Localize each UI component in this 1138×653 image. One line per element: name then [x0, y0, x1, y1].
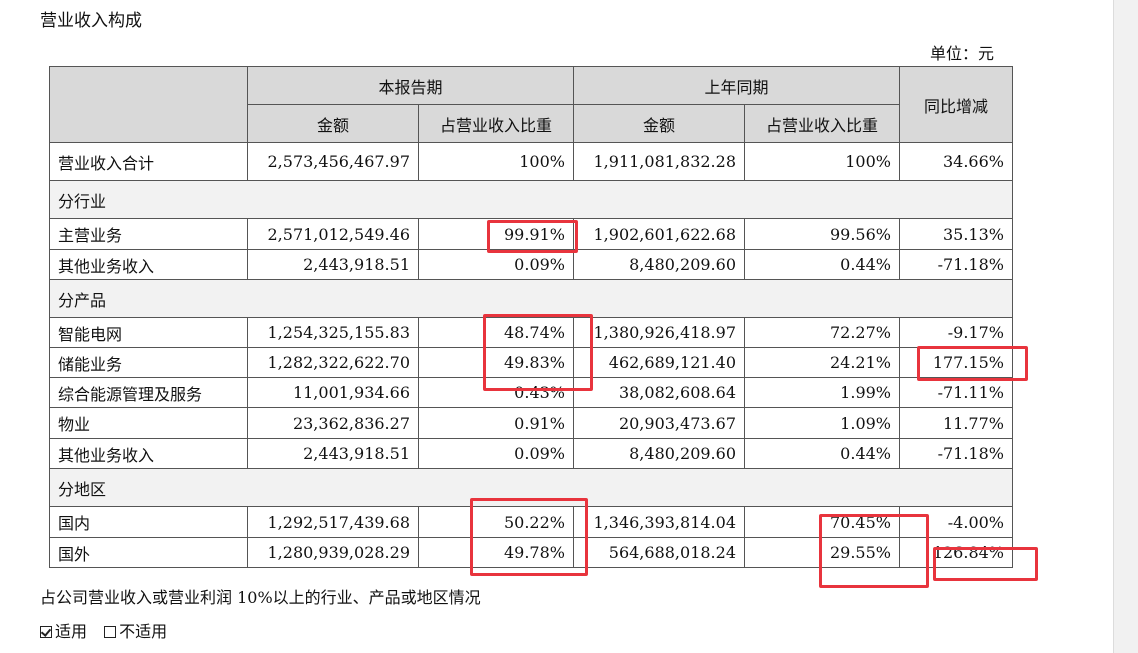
highlight-box [483, 314, 593, 391]
current-amount: 2,443,918.51 [247, 438, 419, 469]
table-row: 国内 1,292,517,439.68 50.22% 1,346,393,814.04… [49, 506, 1013, 538]
current-amount: 1,254,325,155.83 [247, 317, 419, 348]
header-current-period: 本报告期 [247, 66, 574, 105]
yoy-change: -71.11% [899, 377, 1013, 408]
highlight-box [917, 346, 1028, 381]
yoy-change: 126.84% [899, 537, 1013, 568]
revenue-composition-table: 本报告期 上年同期 同比增减 金额 占营业收入比重 金额 占营业收入比重 营业收… [49, 66, 1013, 568]
current-amount: 1,280,939,028.29 [247, 537, 419, 568]
current-ratio: 49.78% [418, 537, 574, 568]
prior-amount: 38,082,608.64 [573, 377, 745, 408]
row-label: 国内 [49, 506, 248, 538]
prior-ratio: 99.56% [744, 218, 900, 250]
prior-ratio: 72.27% [744, 317, 900, 348]
header-blank [49, 66, 248, 143]
row-label: 综合能源管理及服务 [49, 377, 248, 408]
highlight-box [819, 514, 929, 588]
current-ratio: 100% [418, 142, 574, 181]
row-label: 主营业务 [49, 218, 248, 250]
prior-ratio: 24.21% [744, 347, 900, 378]
current-ratio: 49.83% [418, 347, 574, 378]
current-amount: 23,362,836.27 [247, 407, 419, 439]
yoy-change: -71.18% [899, 438, 1013, 469]
table-row-total: 营业收入合计 2,573,456,467.97 100% 1,911,081,832.… [49, 142, 1013, 181]
yoy-change: -9.17% [899, 317, 1013, 348]
prior-amount: 8,480,209.60 [573, 438, 745, 469]
header-amount: 金额 [573, 104, 745, 143]
group-row: 分地区 [49, 468, 1013, 507]
table-row: 智能电网 1,254,325,155.83 48.74% 1,380,926,418.… [49, 317, 1013, 348]
note-text: 占公司营业收入或营业利润 10%以上的行业、产品或地区情况 [40, 588, 481, 607]
highlight-box [470, 498, 588, 576]
prior-amount: 20,903,473.67 [573, 407, 745, 439]
current-ratio: 99.91% [418, 218, 574, 250]
prior-ratio: 1.09% [744, 407, 900, 439]
prior-ratio: 100% [744, 142, 900, 181]
row-label: 营业收入合计 [49, 142, 248, 181]
header-ratio: 占营业收入比重 [744, 104, 900, 143]
not-applicable-label: 不适用 [119, 622, 168, 641]
current-amount: 2,573,456,467.97 [247, 142, 419, 181]
table-row: 其他业务收入 2,443,918.51 0.09% 8,480,209.60 0.44%… [49, 249, 1013, 280]
group-label: 分地区 [49, 468, 1013, 507]
prior-amount: 1,902,601,622.68 [573, 218, 745, 250]
table-row: 综合能源管理及服务 11,001,934.66 0.43% 38,082,608.64… [49, 377, 1013, 408]
row-label: 其他业务收入 [49, 438, 248, 469]
current-amount: 1,282,322,622.70 [247, 347, 419, 378]
current-ratio: 48.74% [418, 317, 574, 348]
group-row: 分产品 [49, 279, 1013, 318]
prior-amount: 1,346,393,814.04 [573, 506, 745, 538]
yoy-change: -4.00% [899, 506, 1013, 538]
unchecked-box-icon [104, 626, 117, 638]
applicable-option[interactable]: 适用 [40, 622, 87, 641]
group-label: 分产品 [49, 279, 1013, 318]
prior-ratio: 0.44% [744, 438, 900, 469]
prior-amount: 1,380,926,418.97 [573, 317, 745, 348]
prior-amount: 462,689,121.40 [573, 347, 745, 378]
header-ratio: 占营业收入比重 [418, 104, 574, 143]
current-amount: 2,443,918.51 [247, 249, 419, 280]
yoy-change: 35.13% [899, 218, 1013, 250]
prior-ratio: 29.55% [744, 537, 900, 568]
unit-label: 单位：元 [930, 44, 995, 63]
page-right-edge [1113, 0, 1138, 653]
prior-ratio: 1.99% [744, 377, 900, 408]
checked-box-icon [40, 626, 52, 638]
table-row: 物业 23,362,836.27 0.91% 20,903,473.67 1.09% 11… [49, 407, 1013, 439]
yoy-change: 34.66% [899, 142, 1013, 181]
row-label: 储能业务 [49, 347, 248, 378]
page-title: 营业收入构成 [40, 11, 142, 31]
row-label: 其他业务收入 [49, 249, 248, 280]
group-row: 分行业 [49, 180, 1013, 219]
table-row: 主营业务 2,571,012,549.46 99.91% 1,902,601,622.… [49, 218, 1013, 250]
prior-amount: 1,911,081,832.28 [573, 142, 745, 181]
current-ratio: 0.09% [418, 249, 574, 280]
current-ratio: 50.22% [418, 506, 574, 538]
header-yoy: 同比增减 [899, 66, 1013, 143]
yoy-change: -71.18% [899, 249, 1013, 280]
current-amount: 11,001,934.66 [247, 377, 419, 408]
not-applicable-option[interactable]: 不适用 [104, 622, 167, 641]
header-prior-period: 上年同期 [573, 66, 900, 105]
header-amount: 金额 [247, 104, 419, 143]
highlight-box [487, 220, 578, 253]
row-label: 物业 [49, 407, 248, 439]
current-ratio: 0.91% [418, 407, 574, 439]
prior-ratio: 0.44% [744, 249, 900, 280]
row-label: 国外 [49, 537, 248, 568]
current-ratio: 0.09% [418, 438, 574, 469]
current-amount: 2,571,012,549.46 [247, 218, 419, 250]
row-label: 智能电网 [49, 317, 248, 348]
group-label: 分行业 [49, 180, 1013, 219]
current-amount: 1,292,517,439.68 [247, 506, 419, 538]
applicable-label: 适用 [55, 622, 88, 641]
prior-amount: 564,688,018.24 [573, 537, 745, 568]
yoy-change: 11.77% [899, 407, 1013, 439]
applicability-options: 适用 不适用 [40, 618, 167, 642]
highlight-box [933, 547, 1038, 581]
table-row: 国外 1,280,939,028.29 49.78% 564,688,018.24 29… [49, 537, 1013, 568]
table-row: 其他业务收入 2,443,918.51 0.09% 8,480,209.60 0.44%… [49, 438, 1013, 469]
prior-amount: 8,480,209.60 [573, 249, 745, 280]
